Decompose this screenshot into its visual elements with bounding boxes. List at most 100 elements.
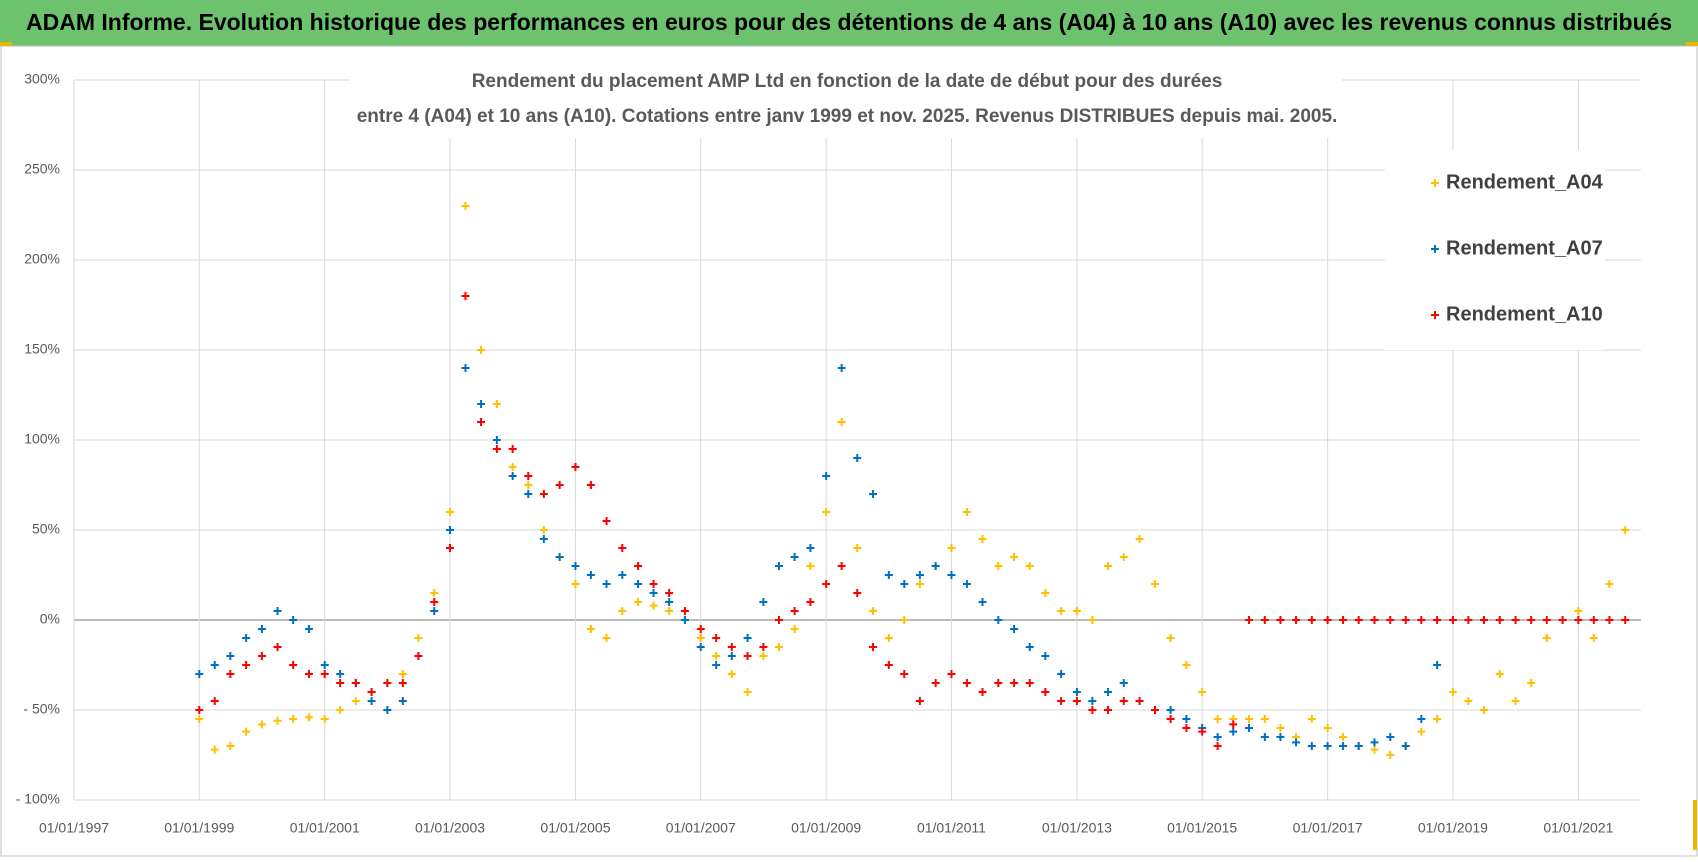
data-point — [1574, 607, 1583, 615]
data-point — [555, 553, 564, 561]
data-point — [1229, 720, 1238, 729]
data-point — [869, 643, 878, 651]
data-point — [853, 544, 862, 552]
data-point — [602, 634, 611, 642]
y-tick-label: 200% — [24, 251, 60, 267]
data-point — [1198, 688, 1207, 696]
data-point — [1103, 688, 1112, 696]
data-point — [1166, 715, 1175, 723]
data-point — [649, 589, 658, 597]
data-point — [555, 481, 564, 489]
data-point — [665, 607, 674, 615]
data-point — [649, 601, 658, 610]
y-tick-label: 300% — [24, 71, 60, 87]
data-point — [900, 670, 909, 678]
data-point — [884, 661, 893, 669]
data-point — [1323, 616, 1332, 624]
data-point — [1433, 616, 1442, 624]
data-point — [727, 670, 736, 678]
data-point — [1511, 616, 1520, 624]
data-point — [226, 742, 235, 750]
data-point — [1088, 697, 1097, 705]
y-tick-label: 250% — [24, 161, 60, 177]
data-point — [962, 679, 971, 687]
data-point — [1417, 616, 1426, 624]
data-point — [1150, 706, 1159, 714]
data-point — [1150, 580, 1159, 588]
data-point — [1574, 616, 1583, 624]
data-point — [430, 598, 439, 606]
data-point — [210, 745, 219, 754]
data-point — [1260, 715, 1269, 723]
data-point — [273, 607, 282, 615]
subtitle-bg — [350, 62, 1342, 138]
data-point — [931, 679, 940, 687]
data-point — [774, 616, 783, 624]
data-point — [696, 634, 705, 642]
data-point — [273, 716, 282, 725]
x-tick-label: 01/01/2009 — [791, 820, 861, 836]
data-point — [602, 517, 611, 525]
data-point — [461, 292, 470, 300]
data-point — [461, 364, 470, 372]
data-point — [806, 544, 815, 552]
data-point — [680, 607, 689, 615]
header-bar — [0, 0, 1698, 46]
data-point — [759, 652, 768, 660]
data-point — [900, 616, 909, 624]
data-point — [508, 463, 517, 471]
data-point — [743, 634, 752, 642]
data-point — [226, 670, 235, 678]
data-point — [869, 490, 878, 498]
data-point — [1135, 697, 1144, 705]
data-point — [289, 616, 298, 624]
data-point — [994, 562, 1003, 570]
y-tick-label: - 100% — [16, 791, 60, 807]
data-point — [351, 679, 360, 687]
data-point — [1433, 715, 1442, 723]
data-point — [257, 625, 266, 633]
data-point — [853, 454, 862, 462]
data-point — [524, 490, 533, 498]
data-point — [806, 562, 815, 570]
corner-mark — [0, 42, 12, 46]
legend-label: Rendement_A04 — [1446, 171, 1604, 193]
data-point — [712, 634, 721, 642]
data-point — [618, 571, 627, 579]
data-point — [210, 697, 219, 705]
data-point — [571, 580, 580, 588]
data-point — [1401, 742, 1410, 750]
data-point — [320, 661, 329, 669]
data-point — [1182, 724, 1191, 732]
data-point — [195, 706, 204, 714]
data-point — [414, 634, 423, 642]
data-point — [1339, 733, 1348, 741]
x-tick-label: 01/01/2007 — [666, 820, 736, 836]
data-point — [398, 670, 407, 678]
data-point — [884, 634, 893, 642]
data-point — [1370, 745, 1379, 754]
data-point — [1339, 742, 1348, 750]
data-point — [304, 625, 313, 633]
legend-marker — [1431, 245, 1439, 253]
data-point — [210, 661, 219, 669]
data-point — [1276, 616, 1285, 624]
data-point — [1119, 553, 1128, 561]
data-point — [336, 706, 345, 714]
data-point — [1088, 706, 1097, 714]
x-tick-label: 01/01/2001 — [290, 820, 360, 836]
data-point — [743, 688, 752, 696]
data-point — [1025, 562, 1034, 570]
data-point — [336, 679, 345, 687]
page-title: ADAM Informe. Evolution historique des p… — [26, 9, 1672, 35]
data-point — [1589, 616, 1598, 624]
data-point — [869, 607, 878, 615]
data-point — [1464, 697, 1473, 705]
data-point — [446, 526, 455, 534]
data-point — [884, 571, 893, 579]
data-point — [712, 652, 721, 660]
data-point — [1057, 697, 1066, 705]
data-point — [727, 643, 736, 651]
y-tick-label: 100% — [24, 431, 60, 447]
data-point — [1323, 742, 1332, 750]
